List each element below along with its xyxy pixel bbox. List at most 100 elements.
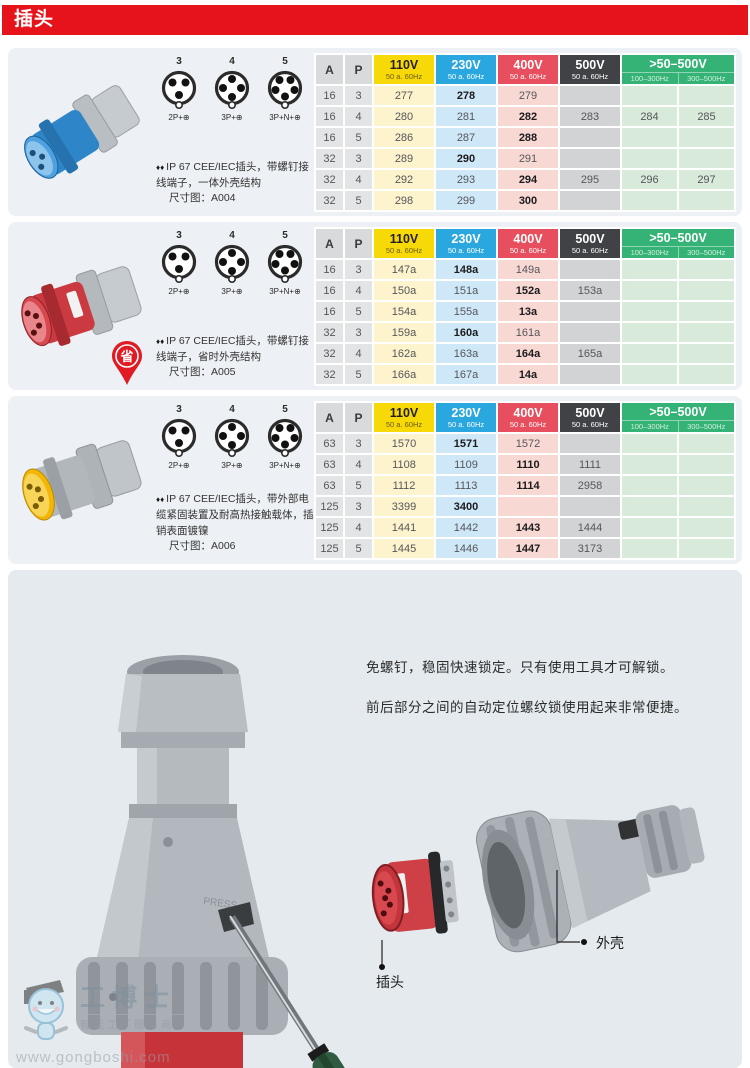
table-cell <box>679 497 734 516</box>
table-cell: 16 <box>316 302 343 321</box>
table-cell: 1572 <box>498 434 558 453</box>
product-photo-yellow-plug <box>14 404 146 558</box>
table-cell: 16 <box>316 86 343 105</box>
col-header-50-500v: >50–500V 100–300Hz 300–500Hz <box>622 55 734 84</box>
dimension-ref: 尺寸图：A006 <box>169 540 236 553</box>
table-cell <box>622 86 677 105</box>
col-header-amps: A <box>316 229 343 258</box>
feature-text-2: 前后部分之间的自动定位螺纹锁使用起来非常便捷。 <box>366 700 688 715</box>
table-cell: 164a <box>498 344 558 363</box>
table-cell: 5 <box>345 476 372 495</box>
col-header-230v: 230V 50 a. 60Hz <box>436 55 496 84</box>
table-cell <box>560 365 620 384</box>
product-section-a004: 3 2P+⊕ 4 3P+⊕ 5 <box>8 48 742 216</box>
table-cell: 167a <box>436 365 496 384</box>
table-cell <box>622 149 677 168</box>
table-cell: 299 <box>436 191 496 210</box>
description-text: IP 67 CEE/IEC插头，带螺钉接线端子，一体外壳结构 <box>156 160 309 189</box>
pin-config-group: 3 2P+⊕ 4 3P+⊕ 5 <box>156 56 308 122</box>
table-cell <box>498 497 558 516</box>
watermark-url: www.gongboshi.com <box>16 1049 171 1066</box>
table-row: 32 4 162a 163a 164a 165a <box>316 344 734 363</box>
table-cell <box>622 497 677 516</box>
table-cell <box>679 323 734 342</box>
assembly-photo-shell <box>476 775 726 955</box>
col-header-400v: 400V 50 a. 60Hz <box>498 403 558 432</box>
table-cell: 32 <box>316 323 343 342</box>
table-cell <box>679 128 734 147</box>
table-cell: 63 <box>316 476 343 495</box>
table-header-row: A P 110V 50 a. 60Hz 230V 50 a. 60Hz 400V 50… <box>316 55 734 84</box>
pin-config-5p: 5 3P+N+⊕ <box>262 56 308 122</box>
table-cell: 291 <box>498 149 558 168</box>
table-cell: 165a <box>560 344 620 363</box>
table-cell: 5 <box>345 128 372 147</box>
col-header-amps: A <box>316 403 343 432</box>
table-cell: 280 <box>374 107 434 126</box>
table-cell: 3 <box>345 86 372 105</box>
table-cell <box>679 434 734 453</box>
table-cell: 4 <box>345 281 372 300</box>
table-cell: 3400 <box>436 497 496 516</box>
table-cell: 63 <box>316 455 343 474</box>
table-row: 32 5 298 299 300 <box>316 191 734 210</box>
svg-text:省: 省 <box>119 349 133 364</box>
pin-diagram-5-icon <box>267 418 303 457</box>
table-cell <box>622 281 677 300</box>
table-cell: 3399 <box>374 497 434 516</box>
table-cell <box>560 302 620 321</box>
save-badge: 省 <box>111 340 143 386</box>
pin-config-3p: 3 2P+⊕ <box>156 404 202 470</box>
col-header-230v: 230V 50 a. 60Hz <box>436 229 496 258</box>
table-cell: 3 <box>345 260 372 279</box>
table-cell: 1111 <box>560 455 620 474</box>
table-row: 32 3 159a 160a 161a <box>316 323 734 342</box>
table-cell: 3 <box>345 149 372 168</box>
table-cell: 161a <box>498 323 558 342</box>
table-cell: 162a <box>374 344 434 363</box>
table-cell: 1570 <box>374 434 434 453</box>
pin-config-4p: 4 3P+⊕ <box>209 404 255 470</box>
table-row: 16 5 154a 155a 13a <box>316 302 734 321</box>
pin-diagram-5-icon <box>267 70 303 109</box>
table-cell: 3173 <box>560 539 620 558</box>
table-cell: 1445 <box>374 539 434 558</box>
table-cell: 1444 <box>560 518 620 537</box>
table-cell: 298 <box>374 191 434 210</box>
table-cell: 2958 <box>560 476 620 495</box>
table-cell: 292 <box>374 170 434 189</box>
table-cell <box>560 86 620 105</box>
table-cell <box>679 365 734 384</box>
col-header-400v: 400V 50 a. 60Hz <box>498 229 558 258</box>
pin-diagram-4-icon <box>214 418 250 457</box>
table-cell: 32 <box>316 344 343 363</box>
pin-config-group: 3 2P+⊕ 4 3P+⊕ 5 <box>156 404 308 470</box>
mascot-icon <box>24 980 68 1040</box>
watermark-tagline: 智能工厂服务商 <box>80 1014 190 1032</box>
table-cell: 163a <box>436 344 496 363</box>
part-number-table-a004: A P 110V 50 a. 60Hz 230V 50 a. 60Hz 400V 50… <box>314 53 736 212</box>
table-cell: 283 <box>560 107 620 126</box>
table-cell <box>679 149 734 168</box>
table-cell: 16 <box>316 281 343 300</box>
col-header-110v: 110V 50 a. 60Hz <box>374 55 434 84</box>
table-cell: 32 <box>316 365 343 384</box>
table-cell: 282 <box>498 107 558 126</box>
table-row: 32 4 292 293 294 295 296 297 <box>316 170 734 189</box>
table-cell: 153a <box>560 281 620 300</box>
table-cell: 1110 <box>498 455 558 474</box>
table-cell: 289 <box>374 149 434 168</box>
table-cell: 4 <box>345 170 372 189</box>
table-cell: 125 <box>316 497 343 516</box>
product-description: ♦♦ IP 67 CEE/IEC插头，带外部电缆紧固装置及耐高热接触载体，插销表面… <box>156 492 316 555</box>
table-cell: 290 <box>436 149 496 168</box>
table-row: 32 5 166a 167a 14a <box>316 365 734 384</box>
table-cell: 1109 <box>436 455 496 474</box>
table-cell: 1446 <box>436 539 496 558</box>
table-cell <box>679 539 734 558</box>
table-cell: 1447 <box>498 539 558 558</box>
table-header-row: A P 110V 50 a. 60Hz 230V 50 a. 60Hz 400V 50… <box>316 229 734 258</box>
pin-label: 3P+⊕ <box>221 113 243 122</box>
dimension-ref: 尺寸图：A005 <box>169 366 236 379</box>
